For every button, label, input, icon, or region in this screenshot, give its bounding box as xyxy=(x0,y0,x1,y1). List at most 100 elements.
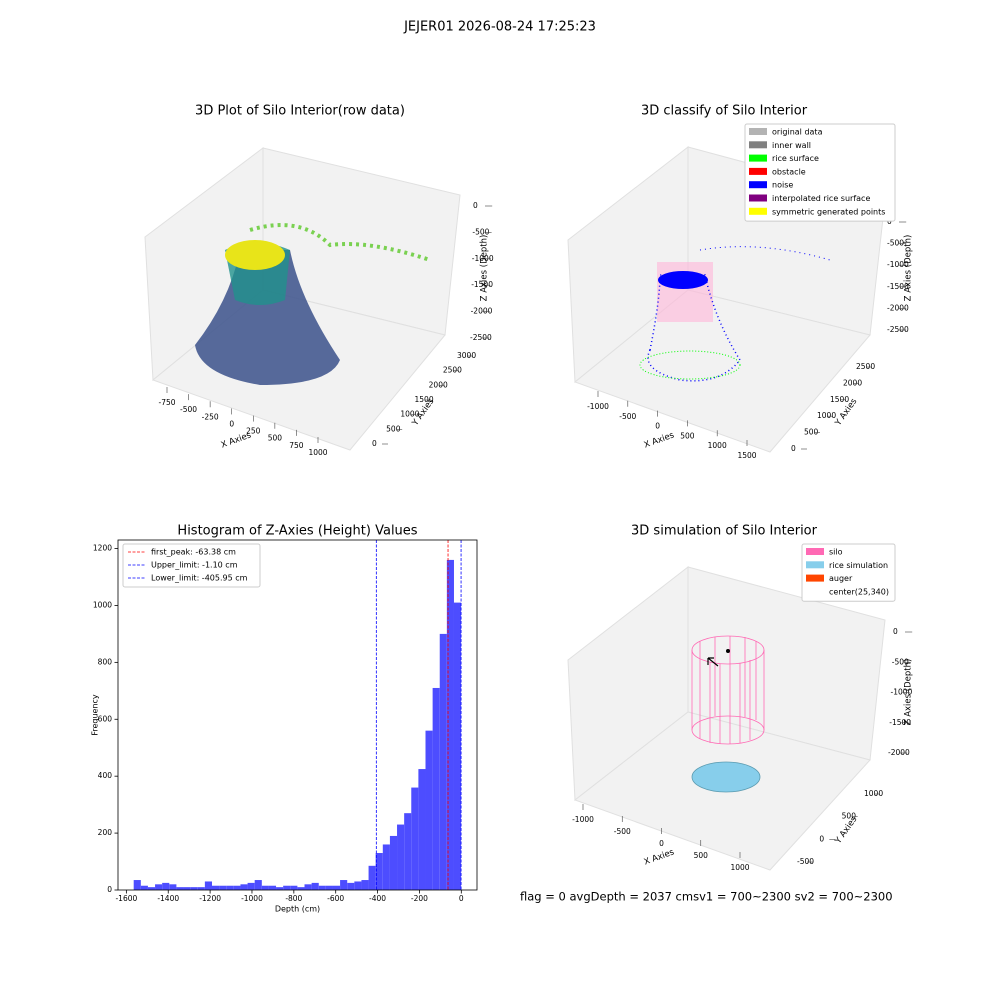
x-tick-label: -600 xyxy=(327,894,344,903)
z-tick-label: -1000 xyxy=(472,254,494,263)
x-tick-label: -400 xyxy=(369,894,386,903)
z-tick-label: -1500 xyxy=(887,282,909,291)
legend-swatch xyxy=(749,128,767,135)
bar xyxy=(332,885,341,890)
x-tick-label: -1400 xyxy=(157,894,179,903)
suptitle: JEJER01 2026-08-24 17:25:23 xyxy=(403,20,596,35)
bar xyxy=(197,887,205,890)
bar xyxy=(162,882,170,890)
z-axis-label: Z Axies (Depth) xyxy=(904,235,914,302)
bar xyxy=(247,882,255,890)
y-tick-label: 0 xyxy=(372,439,377,448)
x-tick-label: -1000 xyxy=(587,402,609,411)
bar xyxy=(297,887,305,890)
pane xyxy=(573,289,871,453)
y-tick-label: 0 xyxy=(791,444,796,453)
legend-swatch xyxy=(749,141,767,149)
y-tick-label: 600 xyxy=(98,714,113,723)
x-tick-label: -1000 xyxy=(572,815,594,824)
z-tick-label: 0 xyxy=(473,201,478,210)
y-tick-label: 1000 xyxy=(93,600,112,609)
bar xyxy=(219,885,227,890)
cloud-2 xyxy=(639,246,831,382)
legend-swatch xyxy=(806,561,824,569)
legend-label: obstacle xyxy=(772,167,806,176)
legend-label: Lower_limit: -405.95 cm xyxy=(151,574,248,583)
chart-title: Histogram of Z-Axies (Height) Values xyxy=(177,524,417,539)
bar xyxy=(439,633,447,890)
legend-label: rice simulation xyxy=(829,561,888,570)
y-axis-label: Frequency xyxy=(91,694,100,736)
bar xyxy=(375,853,383,890)
chart-title: 3D classify of Silo Interior xyxy=(641,104,808,119)
x-axis-label: Depth (cm) xyxy=(275,905,320,914)
bar xyxy=(155,884,163,890)
bar xyxy=(382,844,390,890)
legend-swatch xyxy=(749,194,767,202)
legend-label: auger xyxy=(829,574,853,583)
legend-label: noise xyxy=(772,181,793,190)
y-tick-label: 500 xyxy=(842,812,857,821)
z-tick-label: -500 xyxy=(887,239,904,248)
bar xyxy=(347,882,355,890)
bar xyxy=(254,880,262,890)
y-tick-label: 2000 xyxy=(843,378,862,387)
y-tick-label: 1000 xyxy=(817,411,836,420)
x-tick-label: -500 xyxy=(614,827,631,836)
legend-label: first_peak: -63.38 cm xyxy=(151,548,236,557)
legend-label: silo xyxy=(829,548,843,557)
legend-label: inner wall xyxy=(772,141,811,150)
y-tick-label: 200 xyxy=(98,828,113,837)
bar xyxy=(432,687,440,890)
legend-label: center(25,340) xyxy=(829,587,889,596)
x-tick-label: -1000 xyxy=(241,894,263,903)
legend-swatch xyxy=(806,548,824,555)
bar xyxy=(311,882,319,890)
y-tick-label: 2500 xyxy=(856,362,875,371)
bar xyxy=(325,885,333,890)
z-tick-label: -2000 xyxy=(471,307,493,316)
x-tick-label: 500 xyxy=(268,434,283,443)
z-tick-label: -2500 xyxy=(887,325,909,334)
legend-swatch xyxy=(749,154,767,162)
bar xyxy=(283,885,291,890)
y-tick-label: 1500 xyxy=(830,395,849,404)
legend-box xyxy=(122,543,261,588)
x-tick-label: 750 xyxy=(289,441,304,450)
y-tick-label: 1000 xyxy=(864,789,883,798)
y-tick-label: 2000 xyxy=(429,380,448,389)
bar xyxy=(183,887,191,890)
y-tick-label: 500 xyxy=(804,428,819,437)
legend-swatch xyxy=(749,167,767,175)
bar xyxy=(340,880,348,890)
z-tick-label: -1500 xyxy=(889,718,911,727)
chart-title: 3D Plot of Silo Interior(row data) xyxy=(195,104,405,119)
z-tick-label: -2000 xyxy=(887,303,909,312)
legend-label: rice surface xyxy=(772,154,819,163)
x-tick-label: 1000 xyxy=(730,863,749,872)
legend-label: interpolated rice surface xyxy=(772,194,870,203)
bar xyxy=(397,824,405,890)
z-tick-label: -1500 xyxy=(471,280,493,289)
y-tick-label: 0 xyxy=(819,834,824,843)
x-tick-label: 0 xyxy=(655,422,660,431)
bar xyxy=(204,881,212,890)
x-tick-label: 1500 xyxy=(737,451,756,460)
y-tick-label: 500 xyxy=(386,424,401,433)
bar xyxy=(176,887,184,890)
legend-swatch xyxy=(806,587,824,595)
x-tick-label: -200 xyxy=(411,894,428,903)
x-tick-label: -750 xyxy=(158,398,175,407)
z-axis-label: Z Axies (Depth) xyxy=(480,235,490,302)
z-tick-label: -2500 xyxy=(470,333,492,342)
x-tick-label: 500 xyxy=(680,431,695,440)
bar xyxy=(169,884,177,890)
z-tick-label: -1000 xyxy=(887,260,909,269)
x-tick-label: 0 xyxy=(459,894,464,903)
y-tick-label: 1500 xyxy=(415,395,434,404)
z-tick-label: -2000 xyxy=(888,748,910,757)
bar xyxy=(354,881,362,890)
y-tick-label: 1200 xyxy=(93,544,112,553)
x-tick-label: 500 xyxy=(694,851,709,860)
